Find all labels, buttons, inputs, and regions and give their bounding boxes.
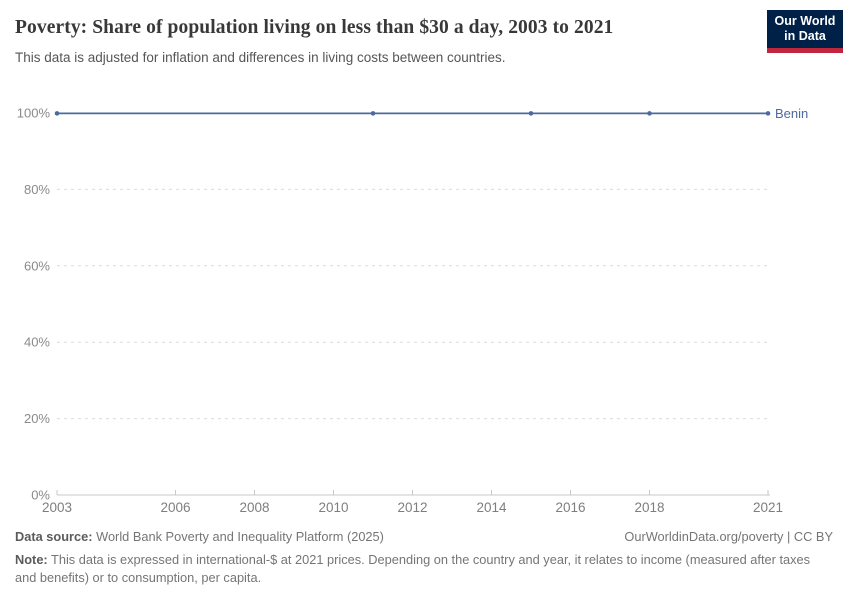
data-source-value: World Bank Poverty and Inequality Platfo… [96, 529, 384, 544]
data-point-marker [370, 111, 376, 116]
series-label: Benin [775, 106, 808, 121]
data-point-marker [765, 111, 771, 116]
note-label: Note: [15, 552, 48, 567]
chart-footer: Data source: World Bank Poverty and Ineq… [15, 529, 833, 587]
footer-row: Data source: World Bank Poverty and Ineq… [15, 529, 833, 544]
x-tick-label: 2012 [397, 500, 427, 515]
y-tick-label: 60% [24, 258, 50, 273]
owid-logo-line2: in Data [784, 29, 826, 43]
x-tick-label: 2010 [318, 500, 348, 515]
data-point-marker [528, 111, 534, 116]
x-tick-label: 2021 [753, 500, 783, 515]
owid-logo: Our World in Data [767, 10, 843, 53]
license-link[interactable]: OurWorldinData.org/poverty | CC BY [624, 529, 833, 544]
x-tick-label: 2014 [476, 500, 507, 515]
line-chart-canvas: 0% 20% 40% 60% 80% 100% 2003 2006 2008 2010 2012 20… [17, 106, 809, 516]
data-source-label: Data source: [15, 529, 93, 544]
y-tick-label: 0% [31, 488, 50, 503]
owid-logo-line1: Our World [774, 14, 836, 28]
chart-header: Poverty: Share of population living on l… [15, 13, 645, 65]
page-title: Poverty: Share of population living on l… [15, 17, 614, 38]
y-tick-label: 80% [24, 182, 50, 197]
x-tick-label: 2018 [634, 500, 664, 515]
note-value: This data is expressed in international-… [15, 552, 811, 585]
x-tick-label: 2003 [42, 500, 72, 515]
y-tick-label: 100% [17, 106, 51, 121]
chart-subtitle: This data is adjusted for inflation and … [15, 50, 506, 65]
data-source: Data source: World Bank Poverty and Ineq… [15, 529, 384, 544]
y-tick-label: 20% [24, 411, 50, 426]
y-tick-label: 40% [24, 335, 50, 350]
x-tick-label: 2016 [555, 500, 585, 515]
data-point-marker [54, 111, 60, 116]
chart-note: Note: This data is expressed in internat… [15, 551, 833, 587]
x-tick-label: 2006 [160, 500, 190, 515]
x-tick-label: 2008 [239, 500, 269, 515]
data-point-marker [647, 111, 652, 116]
